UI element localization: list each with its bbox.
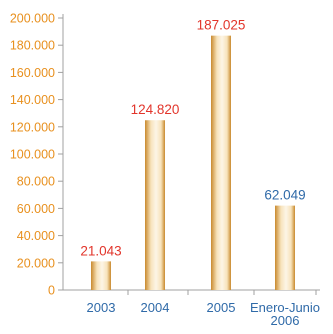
y-tick-label: 120.000 [10,120,55,134]
bar [275,205,295,290]
y-tick-label: 160.000 [10,66,55,80]
bars [91,35,295,291]
y-tick-label: 40.000 [17,229,55,243]
labels: 21.043 2003 124.820 2004 187.025 2005 62.049 En… [80,18,320,328]
y-tick-label: 200.000 [10,12,55,26]
data-label: 62.049 [264,188,305,203]
x-tick-label-line2: 2006 [271,313,300,328]
data-label: 124.820 [131,102,180,117]
bar [211,35,231,291]
x-tick-label: 2005 [207,300,236,315]
x-tick-label: Enero-Junio [250,300,320,315]
y-tick-label: 100.000 [10,148,55,162]
y-tick-label: 0 [48,284,55,298]
bar [145,120,165,290]
axes: 0 20.000 40.000 60.000 80.000 100.000 120.000 1… [10,12,320,298]
y-tick-label: 60.000 [17,202,55,216]
data-label: 21.043 [80,243,121,258]
x-tick-label: 2004 [141,300,170,315]
x-tick-label: 2003 [87,300,116,315]
y-tick-label: 80.000 [17,175,55,189]
y-tick-label: 180.000 [10,39,55,53]
y-tick-label: 20.000 [17,256,55,270]
y-tick-label: 140.000 [10,93,55,107]
bar [91,261,111,290]
data-label: 187.025 [197,18,246,33]
